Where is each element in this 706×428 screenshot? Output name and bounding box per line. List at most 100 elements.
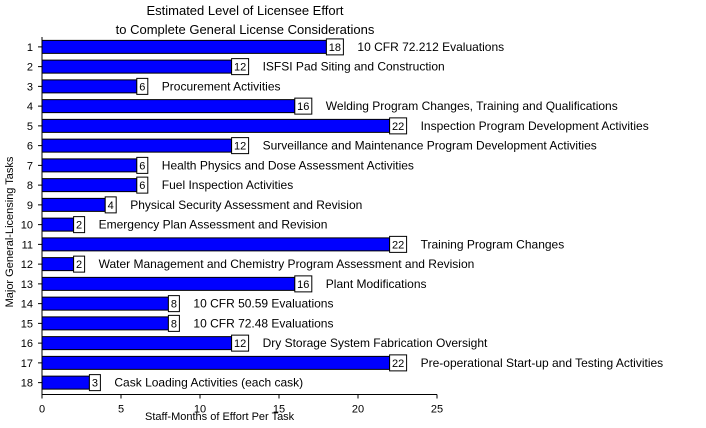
task-label: Procurement Activities — [162, 79, 281, 93]
bar — [41, 296, 169, 311]
y-tick-label: 5 — [27, 121, 33, 133]
data-label-box — [231, 58, 250, 76]
x-tick-label: 5 — [118, 404, 124, 416]
data-label-box — [294, 275, 313, 293]
task-label: Emergency Plan Assessment and Revision — [99, 218, 328, 232]
bar — [41, 375, 90, 390]
bar — [41, 79, 138, 94]
data-label-box — [88, 374, 101, 392]
data-label-box — [136, 77, 149, 95]
task-label: 10 CFR 50.59 Evaluations — [193, 297, 333, 311]
task-label: 10 CFR 72.212 Evaluations — [357, 40, 504, 54]
data-label-box — [231, 334, 250, 352]
task-label: 10 CFR 72.48 Evaluations — [193, 316, 333, 330]
data-label-box — [73, 216, 86, 234]
y-tick-label: 3 — [27, 81, 33, 93]
data-label: 8 — [171, 318, 177, 330]
bar — [41, 158, 138, 173]
x-axis-label: Staff-Months of Effort Per Task — [145, 411, 295, 423]
task-label: Pre-operational Start-up and Testing Act… — [421, 356, 664, 370]
y-tick-label: 13 — [21, 279, 33, 291]
task-label: Welding Program Changes, Training and Qu… — [326, 99, 618, 113]
data-label: 22 — [392, 358, 404, 370]
data-label: 16 — [297, 279, 309, 291]
bar — [41, 178, 138, 193]
bar — [41, 355, 391, 370]
task-label: Inspection Program Development Activitie… — [421, 119, 649, 133]
data-label: 16 — [297, 101, 309, 113]
x-tick-label: 20 — [352, 404, 364, 416]
data-label: 12 — [234, 141, 246, 153]
data-label: 2 — [76, 259, 82, 271]
y-tick-label: 11 — [22, 239, 33, 251]
data-label-box — [167, 295, 180, 313]
task-label: Surveillance and Maintenance Program Dev… — [263, 139, 597, 153]
data-label-box — [136, 176, 149, 194]
data-label-box — [73, 255, 86, 273]
y-tick-label: 18 — [21, 378, 33, 390]
y-tick-label: 4 — [27, 101, 33, 113]
data-label-box — [167, 314, 180, 332]
data-label: 8 — [171, 299, 177, 311]
y-tick-label: 14 — [21, 299, 33, 311]
y-tick-label: 16 — [21, 338, 33, 350]
task-label: Dry Storage System Fabrication Oversight — [263, 336, 488, 350]
data-label: 18 — [329, 42, 341, 54]
task-label: Water Management and Chemistry Program A… — [99, 257, 475, 271]
bar — [41, 138, 233, 153]
bar — [41, 197, 106, 212]
y-tick-label: 8 — [27, 180, 33, 192]
x-tick-label: 0 — [39, 404, 45, 416]
data-label: 3 — [92, 378, 98, 390]
data-label: 22 — [392, 121, 404, 133]
task-label: Fuel Inspection Activities — [162, 178, 293, 192]
chart-title-line-1: Estimated Level of Licensee Effort — [146, 3, 344, 18]
y-tick-label: 10 — [21, 220, 33, 232]
data-label: 12 — [234, 338, 246, 350]
y-tick-label: 6 — [27, 141, 33, 153]
chart-title-line-2: to Complete General License Consideratio… — [115, 22, 375, 37]
x-tick-label: 15 — [273, 404, 285, 416]
task-label: Health Physics and Dose Assessment Activ… — [162, 158, 414, 172]
data-label-box — [389, 235, 408, 253]
data-label-box — [231, 137, 250, 155]
bar — [41, 217, 75, 232]
y-tick-label: 12 — [21, 259, 33, 271]
y-tick-label: 9 — [27, 200, 33, 212]
bar — [41, 39, 327, 54]
bar — [41, 118, 391, 133]
task-label: ISFSI Pad Siting and Construction — [263, 60, 445, 74]
data-label: 22 — [392, 239, 404, 251]
data-label: 6 — [139, 160, 145, 172]
bar — [41, 316, 169, 331]
bar — [41, 99, 296, 114]
task-label: Training Program Changes — [421, 237, 565, 251]
data-label-box — [294, 97, 313, 115]
y-tick-label: 15 — [21, 318, 33, 330]
y-tick-label: 17 — [21, 358, 33, 370]
data-label-box — [389, 117, 408, 135]
task-label: Plant Modifications — [326, 277, 427, 291]
task-label: Cask Loading Activities (each cask) — [114, 376, 303, 390]
bar — [41, 336, 233, 351]
y-tick-label: 2 — [27, 62, 33, 74]
bar — [41, 257, 75, 272]
bar — [41, 59, 233, 74]
data-label-box — [104, 196, 117, 214]
x-tick-label: 10 — [194, 404, 206, 416]
y-tick-label: 1 — [27, 42, 33, 54]
data-label: 2 — [76, 220, 82, 232]
task-label: Physical Security Assessment and Revisio… — [130, 198, 362, 212]
bar — [41, 237, 391, 252]
data-label: 4 — [108, 200, 114, 212]
data-label: 12 — [234, 62, 246, 74]
bar — [41, 276, 296, 291]
y-tick-label: 7 — [27, 160, 33, 172]
data-label-box — [389, 354, 408, 372]
data-label-box — [136, 156, 149, 174]
data-label: 6 — [139, 180, 145, 192]
data-label: 6 — [139, 81, 145, 93]
x-tick-label: 25 — [431, 404, 443, 416]
